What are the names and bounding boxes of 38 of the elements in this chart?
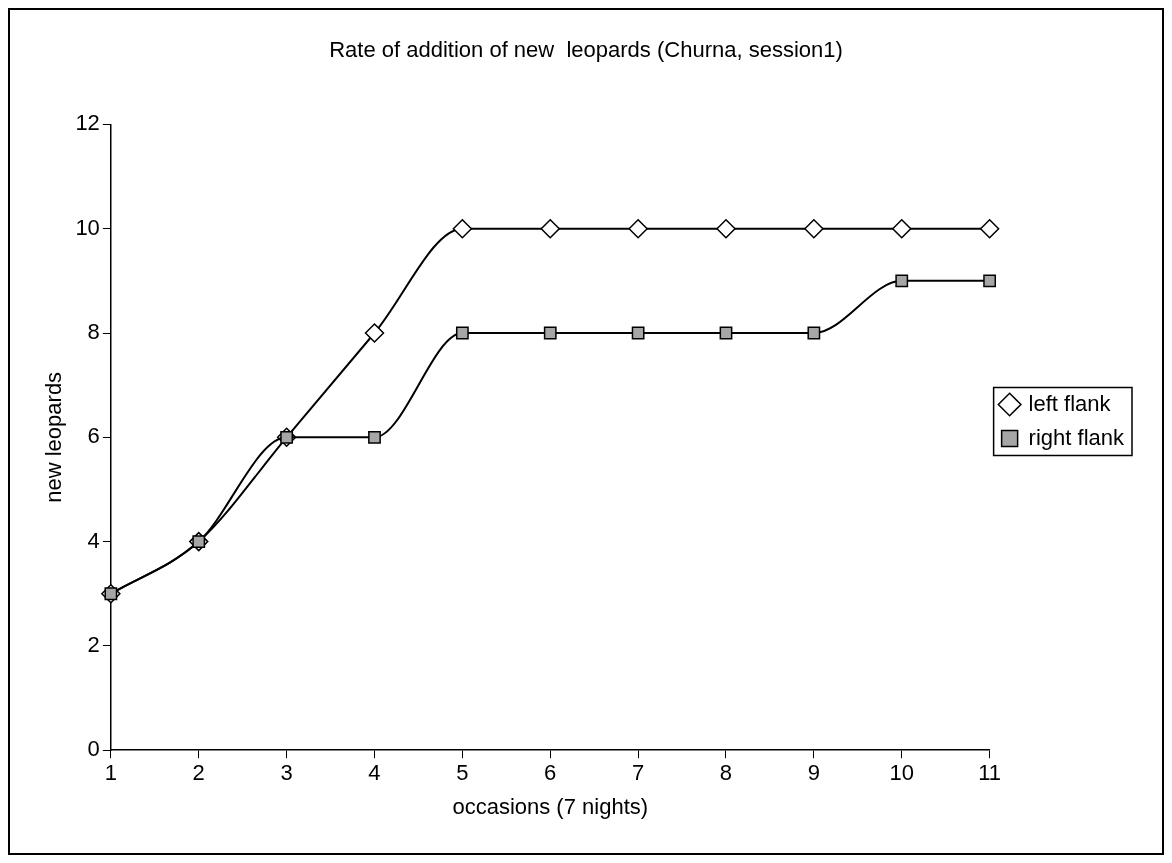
x-axis-title: occasions (7 nights) — [452, 793, 649, 819]
y-tick-label: 8 — [87, 319, 100, 345]
legend-label: right flank — [1028, 424, 1125, 450]
y-tick-label: 0 — [87, 736, 100, 762]
x-tick-label: 8 — [719, 760, 733, 786]
point — [983, 274, 997, 288]
x-tick-label: 7 — [632, 760, 645, 786]
y-tick-label: 4 — [87, 527, 100, 553]
x-tick-label: 5 — [456, 760, 469, 786]
point — [895, 274, 909, 288]
point — [368, 430, 381, 444]
point — [452, 218, 473, 239]
point — [807, 326, 821, 340]
x-tick-label: 11 — [978, 760, 1002, 786]
y-tick-label: 2 — [87, 631, 100, 657]
point — [540, 218, 560, 239]
point — [543, 326, 557, 340]
x-tick-label: 4 — [368, 760, 381, 786]
x-tick-label: 1 — [104, 760, 117, 786]
y-tick-label: 6 — [87, 423, 100, 449]
point — [364, 323, 385, 343]
point — [716, 218, 736, 239]
x-tick-label: 9 — [807, 760, 820, 786]
x-tick-label: 3 — [280, 760, 293, 786]
y-axis-title: new leopards — [41, 371, 67, 503]
point — [804, 218, 824, 239]
chart-title: Rate of addition of new leopards (Churna, session1) — [329, 37, 843, 63]
point — [628, 218, 648, 239]
x-tick-label: 2 — [192, 760, 205, 786]
x-tick-label: 6 — [544, 760, 557, 786]
point — [631, 326, 645, 340]
point — [455, 326, 469, 340]
x-tick-label: 10 — [889, 760, 914, 786]
y-tick-label: 12 — [75, 110, 100, 136]
point — [892, 218, 912, 239]
legend-label: left flank — [1028, 390, 1112, 416]
point — [979, 218, 1000, 239]
y-tick-label: 10 — [75, 214, 100, 240]
